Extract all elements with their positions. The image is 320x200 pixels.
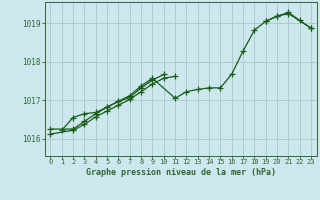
X-axis label: Graphe pression niveau de la mer (hPa): Graphe pression niveau de la mer (hPa): [86, 168, 276, 177]
